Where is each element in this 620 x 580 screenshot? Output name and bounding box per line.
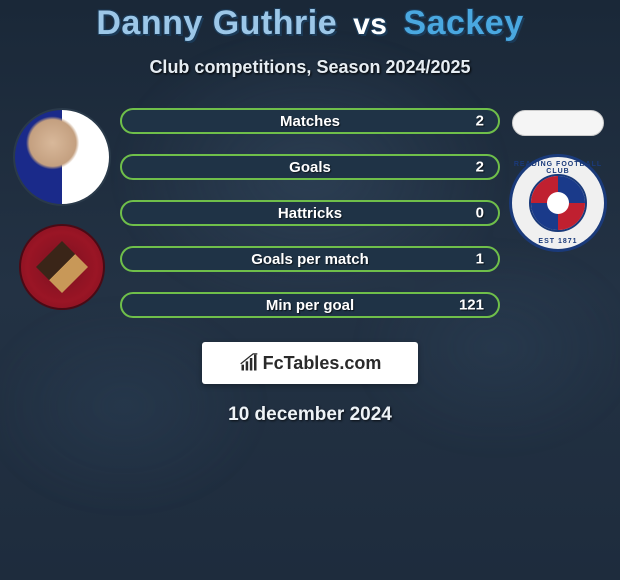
player1-portrait: [13, 108, 111, 206]
brand-name: FcTables.com: [263, 353, 382, 374]
brand-box: FcTables.com: [202, 342, 418, 384]
club-ring-text: READING FOOTBALL CLUB EST 1871: [512, 157, 604, 249]
stat-value: 1: [476, 251, 484, 268]
date-label: 10 december 2024: [0, 404, 620, 426]
right-side: READING FOOTBALL CLUB EST 1871: [504, 108, 612, 252]
stat-bars: Matches 2 Goals 2 Hattricks 0 Goals per match 1…: [116, 108, 504, 318]
stat-value: 0: [476, 205, 484, 222]
player2-name: Sackey: [403, 4, 523, 42]
stat-bar: Matches 2: [120, 108, 500, 134]
stat-label: Min per goal: [266, 297, 354, 314]
stat-label: Goals per match: [251, 251, 369, 268]
stat-bar: Hattricks 0: [120, 200, 500, 226]
stat-label: Hattricks: [278, 205, 342, 222]
main-row: Matches 2 Goals 2 Hattricks 0 Goals per match 1…: [0, 108, 620, 318]
stat-label: Goals: [289, 159, 331, 176]
left-side: [8, 108, 116, 310]
chart-icon: [239, 353, 259, 373]
vs-label: vs: [353, 8, 387, 41]
stat-bar: Goals 2: [120, 154, 500, 180]
subtitle: Club competitions, Season 2024/2025: [0, 57, 620, 78]
player2-club-badge: READING FOOTBALL CLUB EST 1871: [509, 154, 607, 252]
player2-portrait-placeholder: [512, 110, 604, 136]
stat-label: Matches: [280, 113, 340, 130]
player1-club-badge: [19, 224, 105, 310]
stat-value: 2: [476, 113, 484, 130]
stat-value: 2: [476, 159, 484, 176]
comparison-title: Danny Guthrie vs Sackey: [0, 4, 620, 43]
stat-bar: Goals per match 1: [120, 246, 500, 272]
infographic-container: Danny Guthrie vs Sackey Club competition…: [0, 0, 620, 580]
player1-name: Danny Guthrie: [96, 4, 337, 42]
stat-value: 121: [459, 297, 484, 314]
stat-bar: Min per goal 121: [120, 292, 500, 318]
